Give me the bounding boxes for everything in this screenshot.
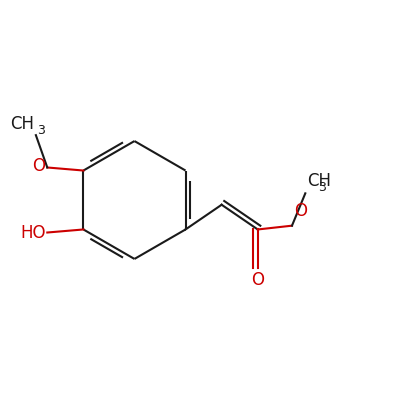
Text: 3: 3 [318,181,326,194]
Text: O: O [294,202,307,220]
Text: 3: 3 [38,124,45,137]
Text: CH: CH [307,172,331,190]
Text: O: O [32,156,45,174]
Text: HO: HO [20,224,45,242]
Text: CH: CH [10,115,34,133]
Text: O: O [251,270,264,288]
